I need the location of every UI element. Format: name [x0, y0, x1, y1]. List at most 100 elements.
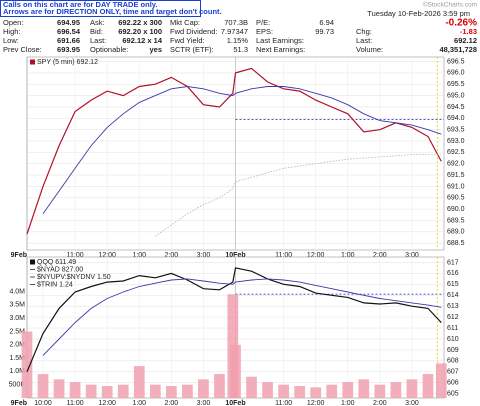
- quote-value: 696.54: [57, 27, 81, 36]
- quote-label: Chg:: [356, 27, 372, 36]
- y-tick-label: 690.0: [447, 206, 465, 213]
- quote-label: Volume:: [356, 45, 383, 54]
- y2-tick-label: 2.5M: [9, 328, 25, 335]
- y2-tick-label: 3.0M: [9, 315, 25, 322]
- volume-bar: [149, 384, 161, 398]
- quote-value: 99.73: [315, 27, 334, 36]
- volume-bar: [406, 379, 418, 398]
- y-tick-label: 689.5: [447, 217, 465, 224]
- quote-label: Next Earnings:: [256, 45, 305, 54]
- x-tick-label: 2:00: [373, 252, 387, 259]
- quote-label: High:: [3, 27, 21, 36]
- y-tick-label: 609: [447, 347, 459, 354]
- quote-value: yes: [149, 45, 162, 54]
- y-tick-label: 696.0: [447, 70, 465, 77]
- price-line: [26, 267, 442, 373]
- y2-tick-label: 1.0M: [9, 368, 25, 375]
- legend-swatch: [30, 59, 35, 65]
- datetime: Tuesday 10-Feb-2026 3:59 pm: [367, 9, 470, 18]
- y-tick-label: 614: [447, 292, 459, 299]
- volume-bar: [230, 344, 241, 398]
- quote-value: 1.15%: [227, 36, 249, 45]
- y-tick-label: 612: [447, 314, 459, 321]
- y-tick-label: 692.5: [447, 149, 465, 156]
- volume-bar: [101, 386, 113, 398]
- quote-label: Fwd Yield:: [170, 36, 205, 45]
- y2-tick-label: 500K: [9, 382, 26, 389]
- quote-value: 692.12 x 14: [122, 36, 162, 45]
- x-tick-label: 10Feb: [225, 252, 245, 259]
- y-tick-label: 689.0: [447, 229, 465, 236]
- quote-label: Mkt Cap:: [170, 18, 200, 27]
- y-tick-label: 613: [447, 303, 459, 310]
- y-tick-label: 605: [447, 390, 459, 397]
- x-tick-label: 12:00: [307, 252, 325, 259]
- price-panel: 696.5 696.0 695.5 695.0 694.5 694.0 693.5 693.0…: [11, 56, 465, 259]
- legend-label: $NYAD 827.00: [37, 266, 83, 273]
- quote-value: 692.22 x 300: [118, 18, 162, 27]
- quote-label: SCTR (ETF):: [170, 45, 214, 54]
- volume-bar: [326, 384, 338, 398]
- y2-tick-label: 2.0M: [9, 342, 25, 349]
- x-tick-label: 3:00: [197, 400, 211, 406]
- x-tick-label: 12:00: [98, 400, 116, 406]
- y-tick-label: 606: [447, 380, 459, 387]
- y-tick-label: 616: [447, 270, 459, 277]
- moving-average: [42, 86, 442, 214]
- x-tick-label: 3:00: [405, 400, 419, 406]
- volume-bar: [422, 374, 434, 398]
- y2-tick-label: 3.5M: [9, 302, 25, 309]
- y-tick-label: 688.5: [447, 240, 465, 247]
- quote-label: P/E:: [256, 18, 270, 27]
- legend-label: QQQ 611.49: [37, 259, 76, 266]
- volume-bar: [262, 382, 273, 398]
- legend-label: $TRIN 1.24: [37, 281, 73, 288]
- moving-average: [42, 278, 442, 356]
- y-tick-label: 694.5: [447, 104, 465, 111]
- quote-label: Last:: [90, 36, 106, 45]
- volume-bar: [310, 387, 322, 398]
- y2-tick-label: 1.5M: [9, 355, 25, 362]
- x-tick-label: 3:00: [405, 252, 419, 259]
- quote-value: 692.12: [454, 36, 477, 45]
- quote-label: Ask:: [90, 18, 105, 27]
- x-tick-label: 11:00: [275, 400, 292, 406]
- compare-panel: 617 616 615 614 613 612 611 610 609 608 607 606 605 4…: [9, 256, 459, 406]
- quote-label: Open:: [3, 18, 23, 27]
- y-tick-label: 691.0: [447, 183, 465, 190]
- quote-value: 707.3B: [224, 18, 248, 27]
- x-tick-label: 9Feb: [11, 252, 27, 259]
- x-tick-label: 9Feb: [11, 400, 27, 406]
- y-tick-label: 607: [447, 369, 459, 376]
- volume-bar: [37, 374, 49, 398]
- volume-bar: [342, 382, 354, 398]
- x-tick-label: 1:00: [132, 400, 146, 406]
- quote-label: Last Earnings:: [256, 36, 304, 45]
- y-tick-label: 692.0: [447, 161, 465, 168]
- note-line: Arrows are for DIRECTION ONLY, time and …: [3, 7, 222, 16]
- x-tick-label: 11:00: [67, 400, 84, 406]
- volume-bar: [69, 382, 81, 398]
- y-tick-label: 611: [447, 325, 458, 332]
- x-tick-label: 3:00: [197, 252, 211, 259]
- x-tick-label: 2:00: [373, 400, 387, 406]
- volume-bar: [435, 363, 447, 398]
- legend-label: SPY (5 min) 692.12: [37, 59, 98, 66]
- volume-bar: [21, 331, 33, 398]
- volume-bar: [294, 386, 305, 398]
- quote-label: Prev Close:: [3, 45, 42, 54]
- quote-label: Fwd Dividend:: [170, 27, 218, 36]
- y-tick-label: 693.5: [447, 127, 465, 134]
- quote-value: -1.83: [460, 27, 477, 36]
- y-tick-label: 695.0: [447, 92, 465, 99]
- volume-bar: [85, 384, 97, 398]
- x-tick-label: 10:00: [34, 400, 52, 406]
- quote-value: -0.26%: [445, 18, 477, 29]
- quote-label: Bid:: [90, 27, 103, 36]
- volume-bar: [53, 379, 65, 398]
- volume-bar: [278, 384, 289, 398]
- volume-bar: [198, 379, 209, 398]
- y-tick-label: 691.5: [447, 172, 465, 179]
- moving-average: [155, 154, 442, 237]
